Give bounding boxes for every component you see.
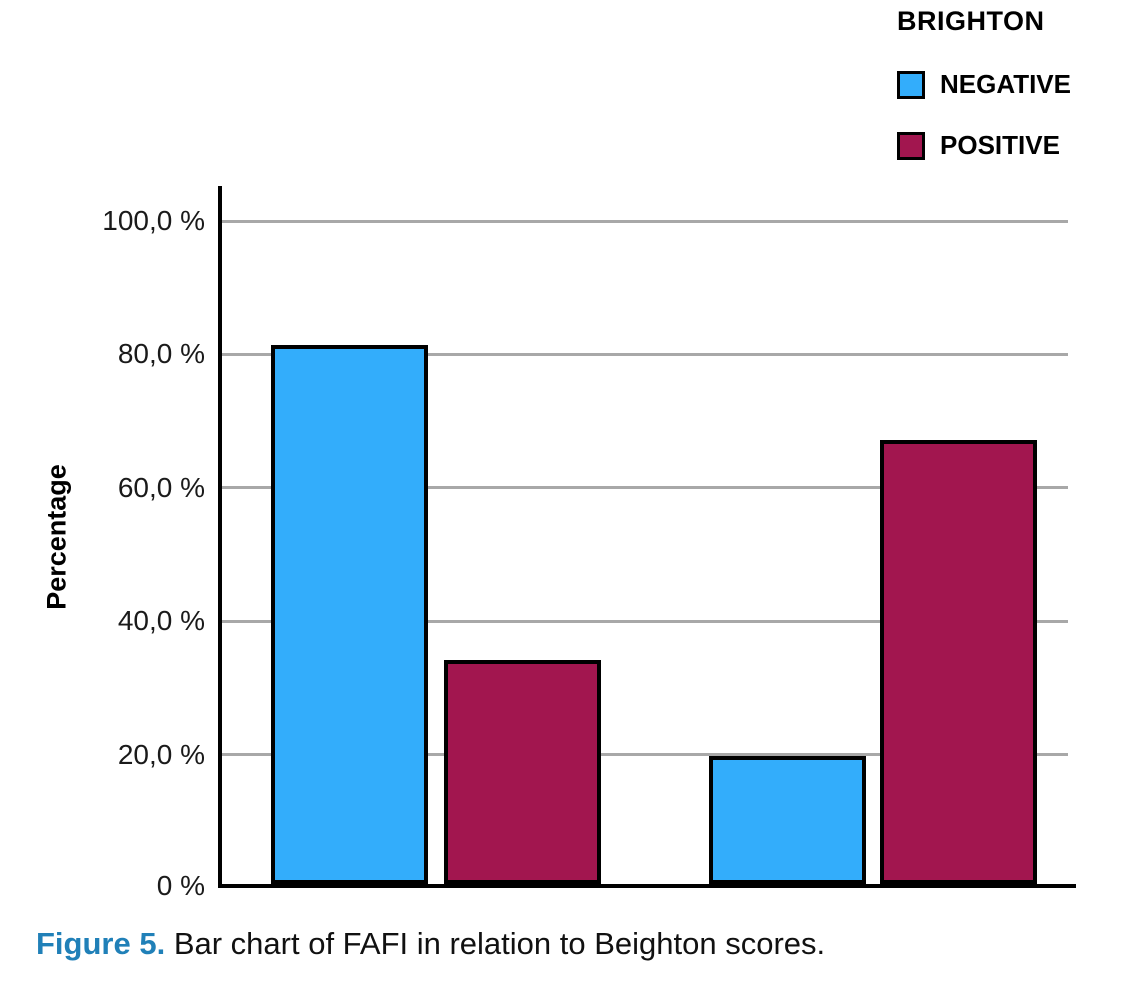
bar-negative-group1 [271, 345, 428, 884]
y-axis-tick-labels: 100,0 % 80,0 % 60,0 % 40,0 % 20,0 % 0 % [0, 186, 205, 901]
legend-swatch-positive [897, 131, 925, 160]
legend-label-positive: POSITIVE [940, 130, 1060, 160]
y-tick-label-40: 40,0 % [117, 605, 205, 637]
y-tick-label-20: 20,0 % [117, 738, 205, 770]
figure-caption-label: Figure 5. [36, 926, 166, 961]
legend-swatch-negative [897, 70, 925, 99]
y-tick-label-80: 80,0 % [117, 338, 205, 370]
plot-area [218, 186, 1076, 888]
gridline-80 [222, 352, 1068, 356]
figure-caption: Figure 5. Bar chart of FAFI in relation … [36, 924, 825, 964]
gridline-60 [222, 486, 1068, 490]
legend-item-negative: NEGATIVE [897, 69, 1071, 100]
bar-positive-group1 [444, 660, 601, 884]
x-axis-line [218, 884, 1076, 888]
gridline-100 [222, 219, 1068, 223]
figure-caption-text: Bar chart of FAFI in relation to Beighto… [165, 926, 826, 961]
legend-items: NEGATIVE POSITIVE [897, 69, 1071, 161]
y-axis-line [218, 186, 222, 888]
bar-negative-group2 [709, 756, 866, 884]
legend-item-positive: POSITIVE [897, 130, 1071, 161]
y-tick-label-60: 60,0 % [117, 471, 205, 503]
gridline-20 [222, 753, 1068, 757]
gridline-40 [222, 619, 1068, 623]
y-tick-label-100: 100,0 % [102, 205, 205, 236]
legend-title: BRIGHTON [897, 6, 1045, 36]
legend-label-negative: NEGATIVE [940, 69, 1071, 99]
chart-legend: BRIGHTON NEGATIVE POSITIVE [897, 6, 1071, 191]
bar-positive-group2 [880, 440, 1037, 884]
y-tick-label-0: 0 % [156, 870, 205, 901]
